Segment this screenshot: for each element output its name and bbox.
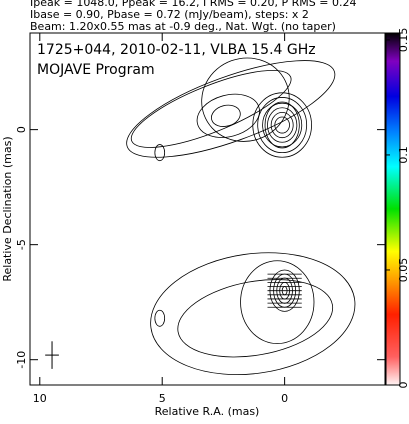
x-tick-label: 0 <box>281 392 288 405</box>
contour <box>270 111 294 139</box>
contour <box>150 252 356 376</box>
contour <box>267 107 298 143</box>
contour <box>126 60 336 158</box>
contour <box>130 69 292 148</box>
x-tick-label: 5 <box>159 392 166 405</box>
header-line: Ibase = 0.90, Pbase = 0.72 (mJy/beam), s… <box>30 8 309 21</box>
x-tick-label: 10 <box>33 392 47 405</box>
contour <box>177 279 334 358</box>
contour <box>154 309 166 327</box>
colorbar-tick-label: 0.05 <box>397 258 409 283</box>
contour <box>264 101 300 149</box>
contour <box>211 104 241 127</box>
contour <box>262 102 303 148</box>
y-tick-label: 0 <box>15 126 28 133</box>
contour <box>240 260 315 344</box>
y-tick-label: -5 <box>15 239 28 250</box>
plot-subtitle: MOJAVE Program <box>37 62 155 78</box>
contour <box>252 92 312 158</box>
plot-frame <box>29 32 386 386</box>
contour <box>201 57 290 142</box>
contour <box>257 97 308 154</box>
plot-area <box>45 57 356 376</box>
y-axis-label: Relative Declination (mas) <box>1 136 14 281</box>
plot-title: 1725+044, 2010-02-11, VLBA 15.4 GHz <box>37 42 316 58</box>
contour <box>196 93 260 138</box>
colorbar-tick-label: 0.15 <box>397 28 409 53</box>
colorbar-tick-label: 0.1 <box>397 146 409 164</box>
header-line: Beam: 1.20x0.55 mas at -0.9 deg., Nat. W… <box>30 20 336 33</box>
x-axis-label: Relative R.A. (mas) <box>155 405 260 418</box>
colorbar <box>385 32 401 386</box>
colorbar-tick-label: 0 <box>397 382 409 389</box>
contour <box>154 144 166 162</box>
y-tick-label: -10 <box>15 351 28 369</box>
header-line: Ipeak = 1048.0, Ppeak = 16.2, I RMS = 0.… <box>30 0 357 9</box>
